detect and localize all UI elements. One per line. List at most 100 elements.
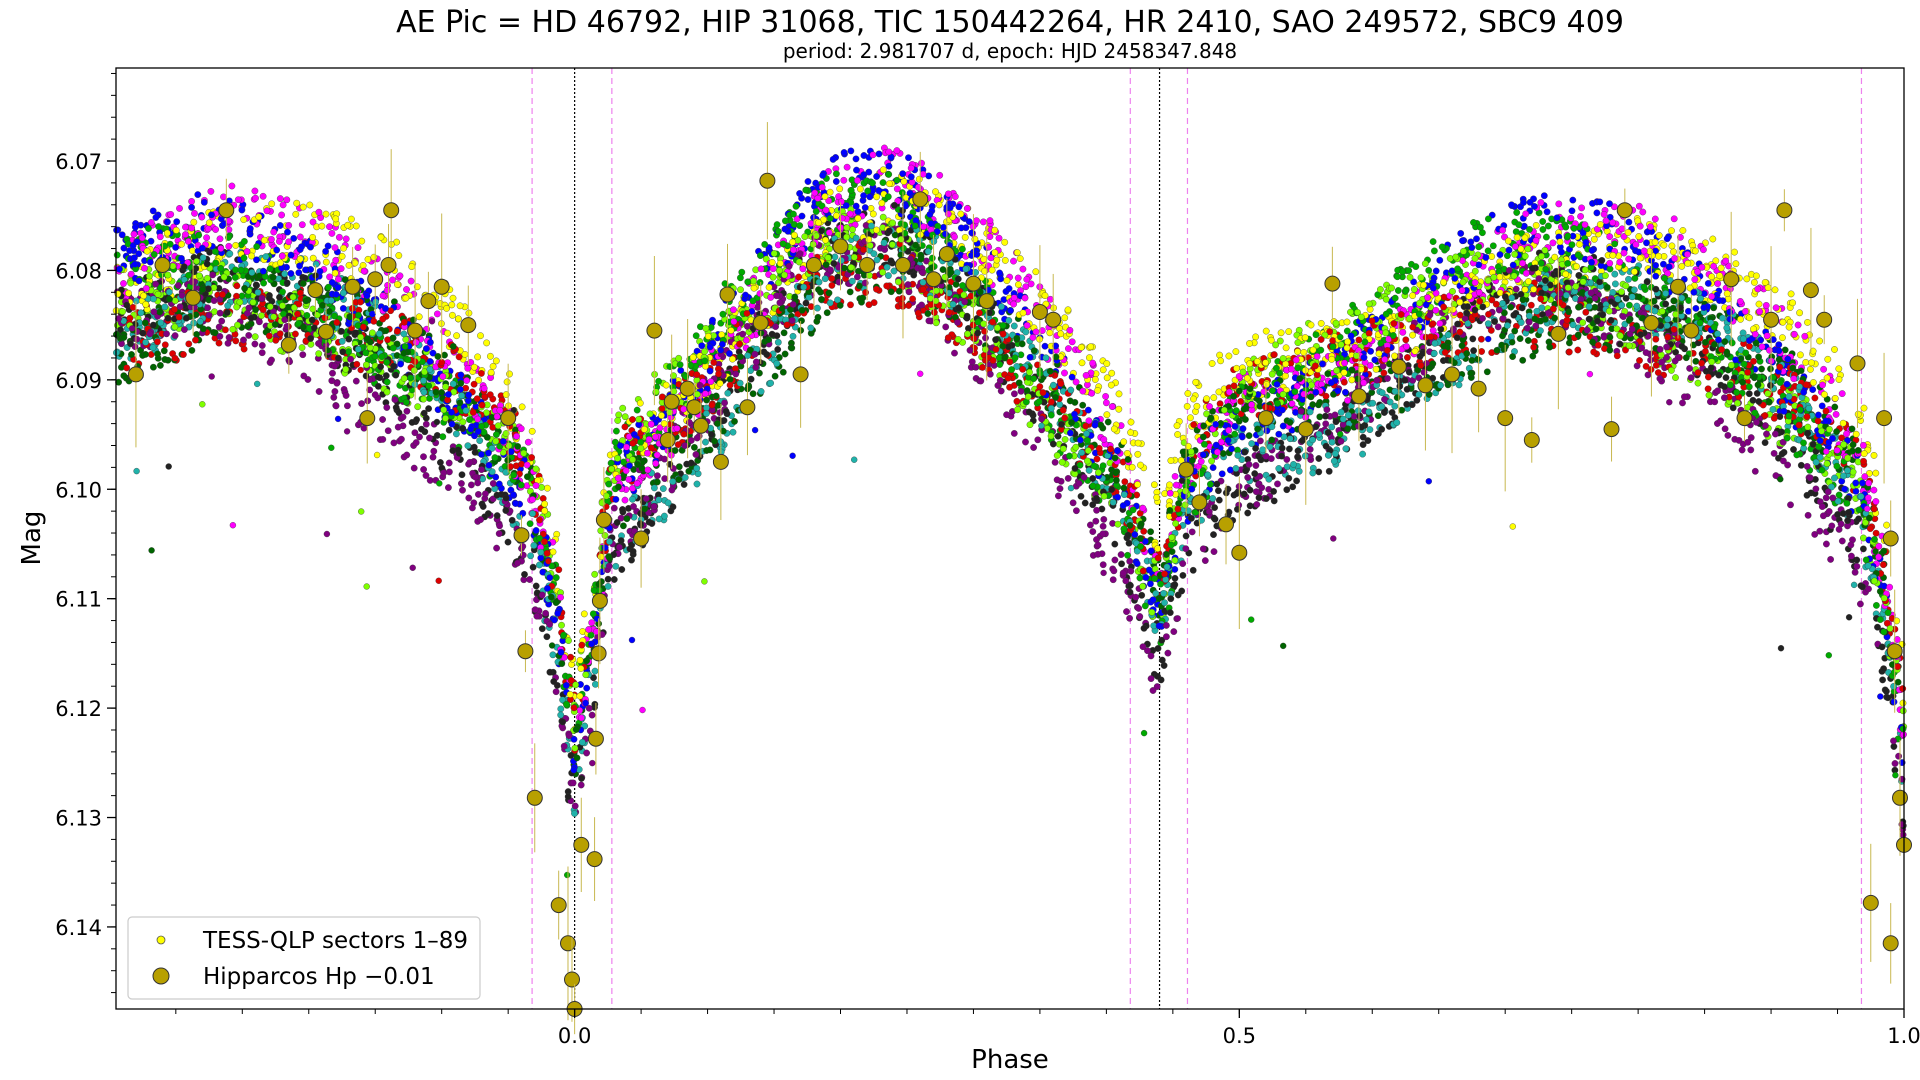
tess-point — [1724, 432, 1732, 439]
tess-point — [1618, 288, 1625, 296]
tess-point — [1149, 687, 1157, 694]
tess-point — [1569, 321, 1577, 329]
tess-point — [823, 309, 831, 317]
tess-point — [1171, 581, 1179, 589]
tess-point — [722, 408, 730, 415]
tess-point — [552, 688, 560, 696]
tess-point — [706, 367, 714, 375]
tess-point — [1032, 328, 1040, 336]
tess-point — [580, 610, 588, 618]
tess-point — [1013, 397, 1021, 405]
tess-point — [1147, 528, 1154, 536]
tess-point — [345, 261, 353, 269]
tess-points — [112, 144, 1908, 879]
tess-point — [1425, 267, 1433, 274]
tess-point — [354, 244, 362, 251]
tess-point — [1065, 345, 1072, 352]
tess-point — [1611, 270, 1619, 278]
tess-point — [459, 486, 466, 494]
tess-point — [1716, 272, 1723, 280]
tess-point — [1895, 752, 1902, 760]
tess-point — [692, 451, 700, 458]
tess-point — [724, 389, 732, 397]
tess-point — [461, 351, 469, 358]
tess-point — [1763, 430, 1770, 438]
tess-point — [1453, 334, 1461, 342]
tess-point — [1541, 246, 1549, 254]
tess-point — [322, 210, 330, 218]
tess-point — [550, 678, 558, 685]
tess-point — [1494, 323, 1502, 331]
tess-point — [915, 175, 923, 183]
tess-point — [942, 323, 950, 331]
tess-point — [1109, 576, 1117, 584]
tess-point — [251, 187, 259, 195]
tess-point — [1685, 307, 1692, 315]
tess-point — [1835, 491, 1843, 499]
tess-point — [478, 451, 485, 458]
tess-point — [567, 752, 575, 759]
tess-point — [909, 295, 916, 303]
tess-point — [1077, 492, 1085, 500]
tess-point — [1803, 491, 1811, 499]
tess-point — [1843, 430, 1850, 438]
tess-point — [459, 418, 467, 426]
tess-point — [359, 262, 367, 269]
tess-point — [1184, 390, 1192, 397]
tess-point — [1072, 443, 1080, 451]
tess-point — [1139, 582, 1147, 590]
tess-point — [1023, 322, 1031, 329]
tess-point — [358, 237, 366, 245]
tess-point — [647, 444, 655, 452]
tess-point — [959, 282, 966, 289]
tess-point — [1831, 474, 1838, 482]
tess-point — [1473, 235, 1480, 243]
tess-point — [854, 208, 862, 216]
tess-point — [1710, 262, 1717, 270]
tess-point — [951, 349, 958, 357]
tess-point — [1218, 470, 1226, 478]
tess-point — [993, 256, 1001, 264]
tess-point — [529, 510, 536, 517]
tess-point — [629, 495, 636, 503]
tess-point — [445, 459, 453, 467]
tess-point — [1041, 342, 1049, 350]
tess-point — [1809, 386, 1817, 393]
tess-point — [620, 458, 627, 466]
tess-point — [814, 304, 821, 312]
tess-point — [1306, 446, 1314, 453]
tess-point — [410, 464, 418, 472]
tess-point — [905, 288, 913, 296]
tess-point — [1127, 429, 1134, 436]
tess-point — [336, 233, 343, 241]
tess-point — [1246, 486, 1254, 494]
tess-point — [1484, 320, 1492, 328]
tess-point — [496, 522, 503, 530]
tess-point — [1103, 399, 1110, 407]
tess-point — [954, 275, 962, 283]
tess-point — [901, 221, 908, 229]
tess-point — [1775, 341, 1783, 349]
tess-point — [1551, 253, 1559, 261]
tess-point — [1232, 348, 1240, 355]
tess-point — [1855, 515, 1862, 523]
tess-point — [571, 810, 578, 817]
tess-point — [737, 274, 744, 282]
tess-point — [1899, 699, 1907, 707]
tess-point — [1707, 364, 1715, 372]
tess-point — [749, 390, 757, 398]
tess-point — [1245, 432, 1253, 439]
tess-point — [1808, 359, 1815, 367]
tess-point — [1154, 672, 1161, 680]
tess-point — [1543, 233, 1550, 241]
tess-point — [1807, 366, 1814, 373]
tess-point — [1485, 310, 1492, 318]
tess-point — [1678, 262, 1686, 270]
tess-point — [1725, 262, 1732, 270]
tess-point — [1881, 686, 1889, 694]
tess-point — [1811, 531, 1819, 538]
tess-point — [1126, 614, 1133, 622]
tess-point — [132, 223, 139, 231]
tess-point — [1100, 516, 1108, 523]
